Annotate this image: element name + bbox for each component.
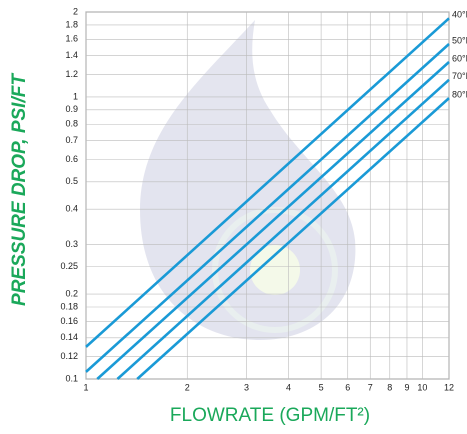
- y-tick-label: 0.6: [65, 154, 78, 164]
- y-tick-label: 0.5: [65, 176, 78, 186]
- x-tick-label: 10: [417, 382, 427, 392]
- y-tick-label: 0.2: [65, 288, 78, 298]
- y-tick-label: 0.25: [60, 261, 78, 271]
- y-axis-title: PRESSURE DROP, PSI/FT: [9, 73, 30, 306]
- series-label: 40°F: [452, 10, 467, 20]
- y-tick-label: 0.4: [65, 204, 78, 214]
- x-tick-label: 2: [185, 382, 190, 392]
- series-label: 80°F: [452, 90, 467, 100]
- x-tick-label: 4: [286, 382, 291, 392]
- y-tick-label: 0.9: [65, 104, 78, 114]
- series-label: 60°F: [452, 53, 467, 63]
- y-tick-label: 2: [73, 6, 78, 16]
- y-tick-label: 1.8: [65, 19, 78, 29]
- watermark: [140, 20, 356, 340]
- series-label: 50°F: [452, 35, 467, 45]
- y-tick-label: 0.18: [60, 301, 78, 311]
- y-tick-label: 0.12: [60, 351, 78, 361]
- x-tick-label: 7: [368, 382, 373, 392]
- y-tick-label: 0.16: [60, 316, 78, 326]
- y-tick-label: 0.8: [65, 119, 78, 129]
- series-line: [136, 97, 450, 380]
- y-tick-label: 1: [73, 91, 78, 101]
- x-tick-label: 5: [319, 382, 324, 392]
- y-tick-label: 1.4: [65, 50, 78, 60]
- series-line: [85, 17, 450, 348]
- x-tick-label: 1: [83, 382, 88, 392]
- x-tick-label: 9: [404, 382, 409, 392]
- x-tick-label: 3: [244, 382, 249, 392]
- y-tick-label: 0.3: [65, 239, 78, 249]
- x-tick-label: 6: [345, 382, 350, 392]
- series-label: 70°F: [452, 71, 467, 81]
- y-tick-label: 0.14: [60, 332, 78, 342]
- x-tick-label: 8: [387, 382, 392, 392]
- series-line: [85, 43, 450, 373]
- y-tick-label: 0.1: [65, 373, 78, 383]
- y-tick-label: 0.7: [65, 135, 78, 145]
- y-tick-label: 1.2: [65, 69, 78, 79]
- y-tick-label: 1.6: [65, 34, 78, 44]
- x-axis-title: FLOWRATE (GPM/FT²): [170, 405, 370, 426]
- series-line: [116, 78, 450, 380]
- series-line: [96, 61, 450, 380]
- x-tick-label: 12: [444, 382, 454, 392]
